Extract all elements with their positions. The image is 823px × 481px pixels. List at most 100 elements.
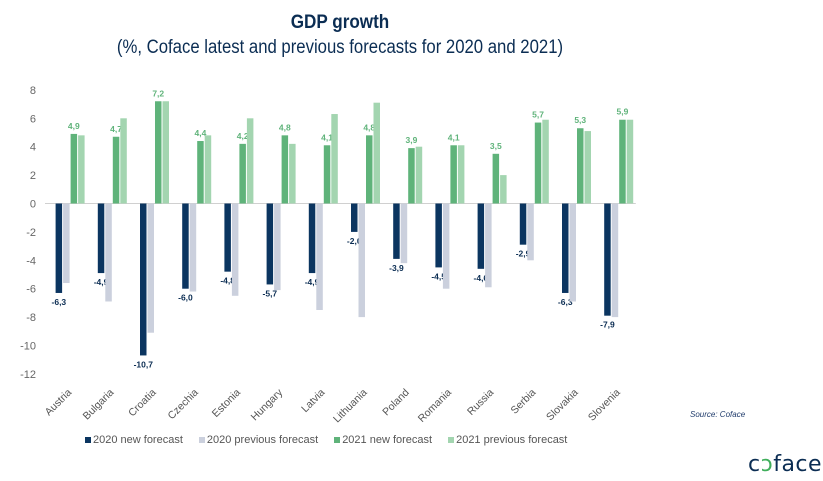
data-label: 4,2 — [237, 131, 249, 141]
bar-2020-new-forecast — [393, 203, 400, 259]
bar-2021-previous-forecast — [162, 101, 169, 204]
data-label: -4,9 — [94, 277, 109, 287]
data-label: -5,7 — [263, 288, 278, 298]
bar-2020-new-forecast — [604, 203, 611, 316]
bar-2021-new-forecast — [323, 145, 331, 204]
bar-2021-new-forecast — [112, 136, 120, 204]
y-tick-label: 4 — [30, 142, 36, 154]
data-label: 4,9 — [68, 121, 80, 131]
y-tick-label: 6 — [30, 113, 36, 125]
data-label: -6,3 — [52, 297, 67, 307]
data-label: 4,1 — [321, 132, 333, 142]
bar-2021-new-forecast — [239, 143, 246, 204]
legend-item: 2021 previous forecast — [448, 434, 567, 446]
data-label: -4,9 — [305, 277, 320, 287]
data-label: 4,7 — [110, 124, 122, 134]
bar-2020-new-forecast — [224, 203, 231, 272]
chart-title: GDP growth — [290, 12, 390, 33]
y-tick-label: -12 — [20, 369, 36, 381]
bar-2021-previous-forecast — [120, 118, 127, 204]
data-label: 4,8 — [363, 122, 375, 132]
x-tick-label: Slovenia — [586, 387, 623, 424]
bar-2020-previous-forecast — [147, 203, 154, 333]
bar-2020-previous-forecast — [189, 203, 197, 292]
bar-2020-previous-forecast — [611, 203, 619, 318]
data-label: 4,4 — [195, 128, 207, 138]
x-tick-label: Estonia — [210, 387, 243, 420]
bar-2021-previous-forecast — [331, 114, 338, 204]
data-label: -2,9 — [516, 249, 531, 259]
bar-2020-previous-forecast — [442, 203, 450, 289]
bar-2020-previous-forecast — [400, 203, 408, 264]
data-label: -3,9 — [389, 263, 404, 273]
x-tick-label: Slovakia — [544, 387, 581, 424]
y-tick-label: -8 — [26, 312, 36, 324]
x-tick-label: Serbia — [508, 387, 538, 417]
bar-2021-previous-forecast — [373, 102, 380, 204]
bar-2020-new-forecast — [519, 203, 527, 245]
bar-2021-new-forecast — [534, 122, 542, 204]
bar-2021-previous-forecast — [246, 118, 254, 204]
bar-2020-new-forecast — [182, 203, 189, 289]
bar-2021-new-forecast — [155, 101, 162, 204]
bar-2020-previous-forecast — [316, 203, 323, 310]
legend-label: 2021 new forecast — [342, 434, 433, 446]
data-label: -2,0 — [347, 236, 362, 246]
data-label: 7,2 — [152, 88, 164, 98]
bar-2020-new-forecast — [266, 203, 274, 285]
chart-subtitle: (%, Coface latest and previous forecasts… — [116, 37, 564, 58]
bar-2021-new-forecast — [577, 128, 584, 204]
y-tick-label: -4 — [26, 255, 36, 267]
y-tick-label: 8 — [30, 85, 36, 97]
bar-2020-new-forecast — [97, 203, 105, 274]
y-tick-label: 2 — [30, 170, 36, 182]
source-note: Source: Coface — [690, 410, 746, 419]
data-label: 5,3 — [574, 115, 586, 125]
bar-2020-previous-forecast — [527, 203, 534, 261]
bar-2020-previous-forecast — [569, 203, 576, 302]
bar-2021-new-forecast — [197, 141, 204, 204]
coface-logo: cɔface — [748, 452, 822, 477]
bar-2021-previous-forecast — [500, 175, 507, 204]
x-tick-label: Hungary — [249, 386, 286, 423]
legend-swatch — [198, 437, 205, 443]
data-label: -6,3 — [558, 297, 573, 307]
legend-item: 2021 new forecast — [334, 434, 432, 446]
bar-2021-previous-forecast — [204, 135, 212, 204]
bar-2020-new-forecast — [140, 203, 147, 356]
y-tick-label: -6 — [26, 284, 36, 296]
x-tick-label: Croatia — [126, 387, 159, 420]
data-label: 4,1 — [448, 132, 460, 142]
legend-item: 2020 new forecast — [85, 434, 183, 446]
bar-2020-new-forecast — [308, 203, 316, 274]
y-tick-label: 0 — [30, 199, 36, 211]
logo-part: face — [773, 452, 823, 477]
bar-2021-new-forecast — [366, 135, 373, 204]
bar-2020-previous-forecast — [358, 203, 365, 318]
bar-2021-previous-forecast — [584, 131, 591, 204]
x-tick-label: Austria — [43, 387, 75, 419]
bar-2021-new-forecast — [450, 145, 457, 204]
bar-2020-previous-forecast — [231, 203, 239, 296]
data-label: 4,8 — [279, 122, 291, 132]
bar-2020-new-forecast — [562, 203, 569, 293]
x-tick-label: Russia — [465, 387, 496, 418]
data-label: 3,9 — [406, 135, 418, 145]
x-tick-label: Romania — [416, 387, 454, 425]
bar-2020-new-forecast — [477, 203, 485, 269]
legend-swatch — [448, 437, 455, 443]
legend-swatch — [334, 437, 341, 443]
bar-2020-previous-forecast — [63, 203, 70, 284]
x-tick-label: Lithuania — [331, 387, 370, 426]
bar-2021-previous-forecast — [542, 119, 549, 204]
bar-2021-previous-forecast — [289, 143, 296, 204]
bar-2021-new-forecast — [281, 135, 289, 204]
legend-swatch — [85, 437, 91, 443]
y-tick-label: -10 — [20, 341, 36, 353]
x-tick-label: Czechia — [166, 387, 201, 422]
legend-label: 2020 new forecast — [93, 434, 183, 446]
legend-label: 2020 previous forecast — [206, 434, 319, 446]
logo-part: c — [748, 452, 761, 477]
legend-label: 2021 previous forecast — [456, 434, 568, 446]
bar-2021-new-forecast — [70, 133, 78, 204]
